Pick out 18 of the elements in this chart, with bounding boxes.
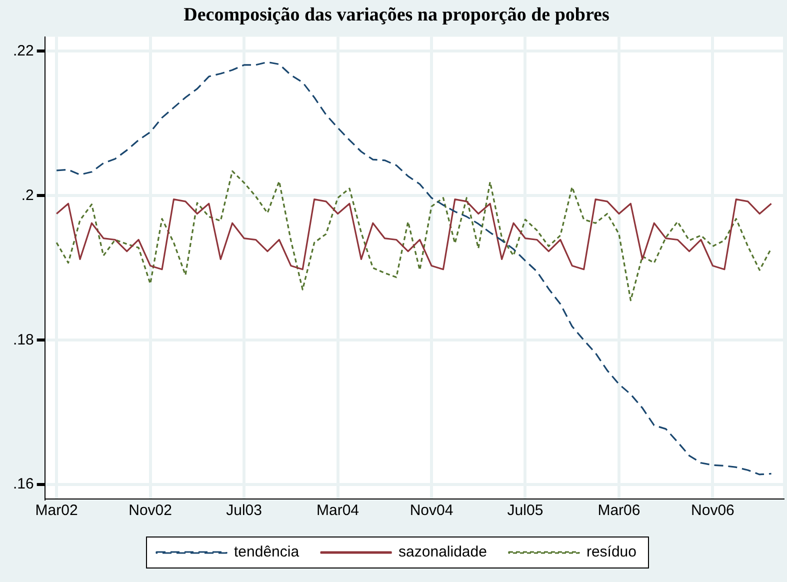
line-series <box>56 61 772 476</box>
legend-label: sazonalidade <box>398 544 487 561</box>
x-tick-label: Mar02 <box>35 502 78 520</box>
y-tick-label: .16 <box>12 476 34 493</box>
x-tick-label: Mar04 <box>316 502 360 520</box>
x-tick-label: Nov02 <box>128 502 172 520</box>
y-tick-label: .2 <box>21 186 34 204</box>
x-tick-label: Jul03 <box>226 502 262 520</box>
line-series <box>56 170 772 302</box>
y-tick-label: .22 <box>12 42 34 60</box>
x-tick-label: Mar06 <box>598 502 640 520</box>
legend-label: resíduo <box>586 544 637 561</box>
legend-label: tendência <box>234 544 300 561</box>
x-tick-label: Nov06 <box>691 502 734 520</box>
x-tick-label: Nov04 <box>410 502 454 520</box>
y-tick-label: .18 <box>12 331 34 348</box>
chart-title: Decomposição das variações na proporção de pobres <box>184 4 610 26</box>
x-tick-label: Jul05 <box>507 502 544 520</box>
